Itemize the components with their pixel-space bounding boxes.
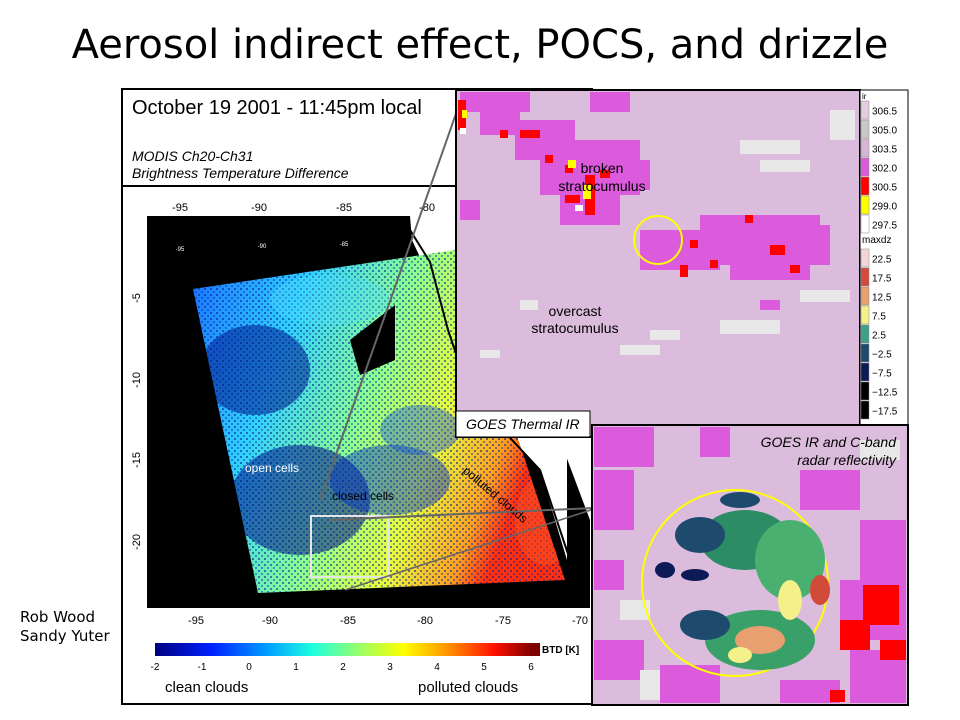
closed-cells-label: closed cells (332, 489, 394, 503)
date-label: October 19 2001 - 11:45pm local (132, 97, 422, 119)
ir-pixels-cold (480, 110, 855, 358)
btd-colorbar: BTD [K] -2 -1 0 1 2 3 4 5 6 clean clouds… (151, 643, 579, 696)
radar-label-line-1: GOES IR and C-band (761, 434, 898, 450)
legend-swatch (860, 138, 870, 158)
legend-value: −2.5 (872, 349, 892, 360)
polluted-clouds-caption: polluted clouds (418, 679, 518, 696)
legend-value: 306.5 (872, 106, 897, 117)
legend-value: 299.0 (872, 201, 897, 212)
legend-value: −17.5 (872, 406, 898, 417)
lon-tick-small: -85 (340, 242, 349, 248)
legend-value: 305.0 (872, 125, 897, 136)
product-line-1: MODIS Ch20-Ch31 (132, 148, 253, 164)
legend-swatch (860, 324, 870, 344)
author-name: Sandy Yuter (20, 627, 110, 645)
product-line-2: Brightness Temperature Difference (132, 165, 349, 181)
radar-red-pixels (830, 585, 906, 702)
goes-ir-panel: broken stratocumulus overcast stratocumu… (455, 89, 909, 438)
legend-swatch (860, 381, 870, 401)
legend-swatch (860, 267, 870, 287)
radar-panel: GOES IR and C-band radar reflectivity (591, 424, 909, 706)
colorbar-tick: -1 (198, 662, 207, 673)
radar-gray-pixels (620, 440, 900, 700)
lon-tick-small: -95 (176, 247, 185, 253)
legend-swatch (860, 176, 870, 196)
colorbar-tick: 1 (293, 662, 299, 673)
dz-legend: 22.5 17.5 12.5 7.5 2.5 −2.5 −7.5 −12.5 −17.5 (860, 248, 898, 420)
ir-pixels-yellow (462, 110, 591, 199)
legend-swatch (860, 248, 870, 268)
slide-title: Aerosol indirect effect, POCS, and drizz… (71, 22, 889, 68)
legend-swatch (860, 157, 870, 177)
overcast-label: overcast (549, 303, 602, 319)
colorbar-tick: 6 (528, 662, 534, 673)
legend-value: 297.5 (872, 220, 897, 231)
colorbar-tick: 2 (340, 662, 346, 673)
connector-line (319, 107, 459, 501)
lon-tick: -85 (340, 615, 356, 627)
lon-tick: -95 (172, 202, 188, 214)
radar-label-line-2: radar reflectivity (797, 452, 897, 468)
colorbar-tick: 5 (481, 662, 487, 673)
lat-tick: -20 (131, 534, 143, 550)
ir-ring (633, 215, 683, 265)
legend-swatch (860, 400, 870, 420)
legend-swatch (860, 343, 870, 363)
legend-value: 17.5 (872, 273, 892, 284)
lon-tick-small: -90 (258, 244, 267, 250)
overcast-label: stratocumulus (531, 320, 618, 336)
legend-value: 2.5 (872, 330, 886, 341)
lon-tick: -70 (572, 615, 588, 627)
lon-tick: -85 (336, 202, 352, 214)
legend-swatch (860, 214, 870, 234)
colorbar-tick: 3 (387, 662, 393, 673)
legend-swatch (860, 305, 870, 325)
connector-line (344, 508, 595, 591)
lon-tick: -90 (262, 615, 278, 627)
lat-tick: -10 (131, 372, 143, 388)
goes-ir-label: GOES Thermal IR (466, 416, 580, 432)
broken-label: broken (581, 160, 624, 176)
dz-legend-title: maxdz (862, 235, 891, 246)
legend-swatch (860, 286, 870, 306)
lon-tick: -80 (417, 615, 433, 627)
legend-value: 302.0 (872, 163, 897, 174)
legend-swatch (860, 362, 870, 382)
radar-echoes (655, 492, 830, 670)
lat-tick: -15 (131, 452, 143, 468)
lon-tick: -90 (251, 202, 267, 214)
lon-tick: -95 (188, 615, 204, 627)
colorbar-unit: BTD [K] (542, 645, 579, 656)
connector-line (329, 507, 595, 521)
colorbar-tick: 4 (434, 662, 440, 673)
bottom-lon-axis: -95 -90 -85 -80 -75 -70 (188, 615, 588, 627)
ir-pixels-white (460, 128, 583, 211)
legend-value: −7.5 (872, 368, 892, 379)
ir-legend-title: ir (862, 92, 867, 101)
colorbar-tick: 0 (246, 662, 252, 673)
cloud-free-patch (350, 305, 395, 375)
legend-swatch (860, 119, 870, 139)
legend-value: 22.5 (872, 254, 892, 265)
lat-tick: -5 (131, 293, 143, 303)
legend-value: 303.5 (872, 144, 897, 155)
open-cells-label: open cells (245, 461, 299, 475)
ir-legend: 306.5 305.0 303.5 302.0 300.5 299.0 297.5 (860, 100, 897, 234)
clean-clouds-label: clean clouds (165, 679, 248, 696)
legend-value: −12.5 (872, 387, 898, 398)
colorbar-tick: -2 (151, 662, 160, 673)
lat-axis: -5 -10 -15 -20 (131, 293, 143, 550)
small-lon-ticks: -95 -90 -85 (176, 242, 349, 253)
legend-swatch (860, 100, 870, 120)
zoom-box (310, 515, 389, 578)
lon-tick: -75 (495, 615, 511, 627)
broken-label: stratocumulus (558, 178, 645, 194)
legend-value: 12.5 (872, 292, 892, 303)
legend-value: 7.5 (872, 311, 886, 322)
author-name: Rob Wood (20, 608, 96, 626)
legend-value: 300.5 (872, 182, 897, 193)
authors: Rob Wood Sandy Yuter (20, 608, 110, 646)
legend-swatch (860, 195, 870, 215)
